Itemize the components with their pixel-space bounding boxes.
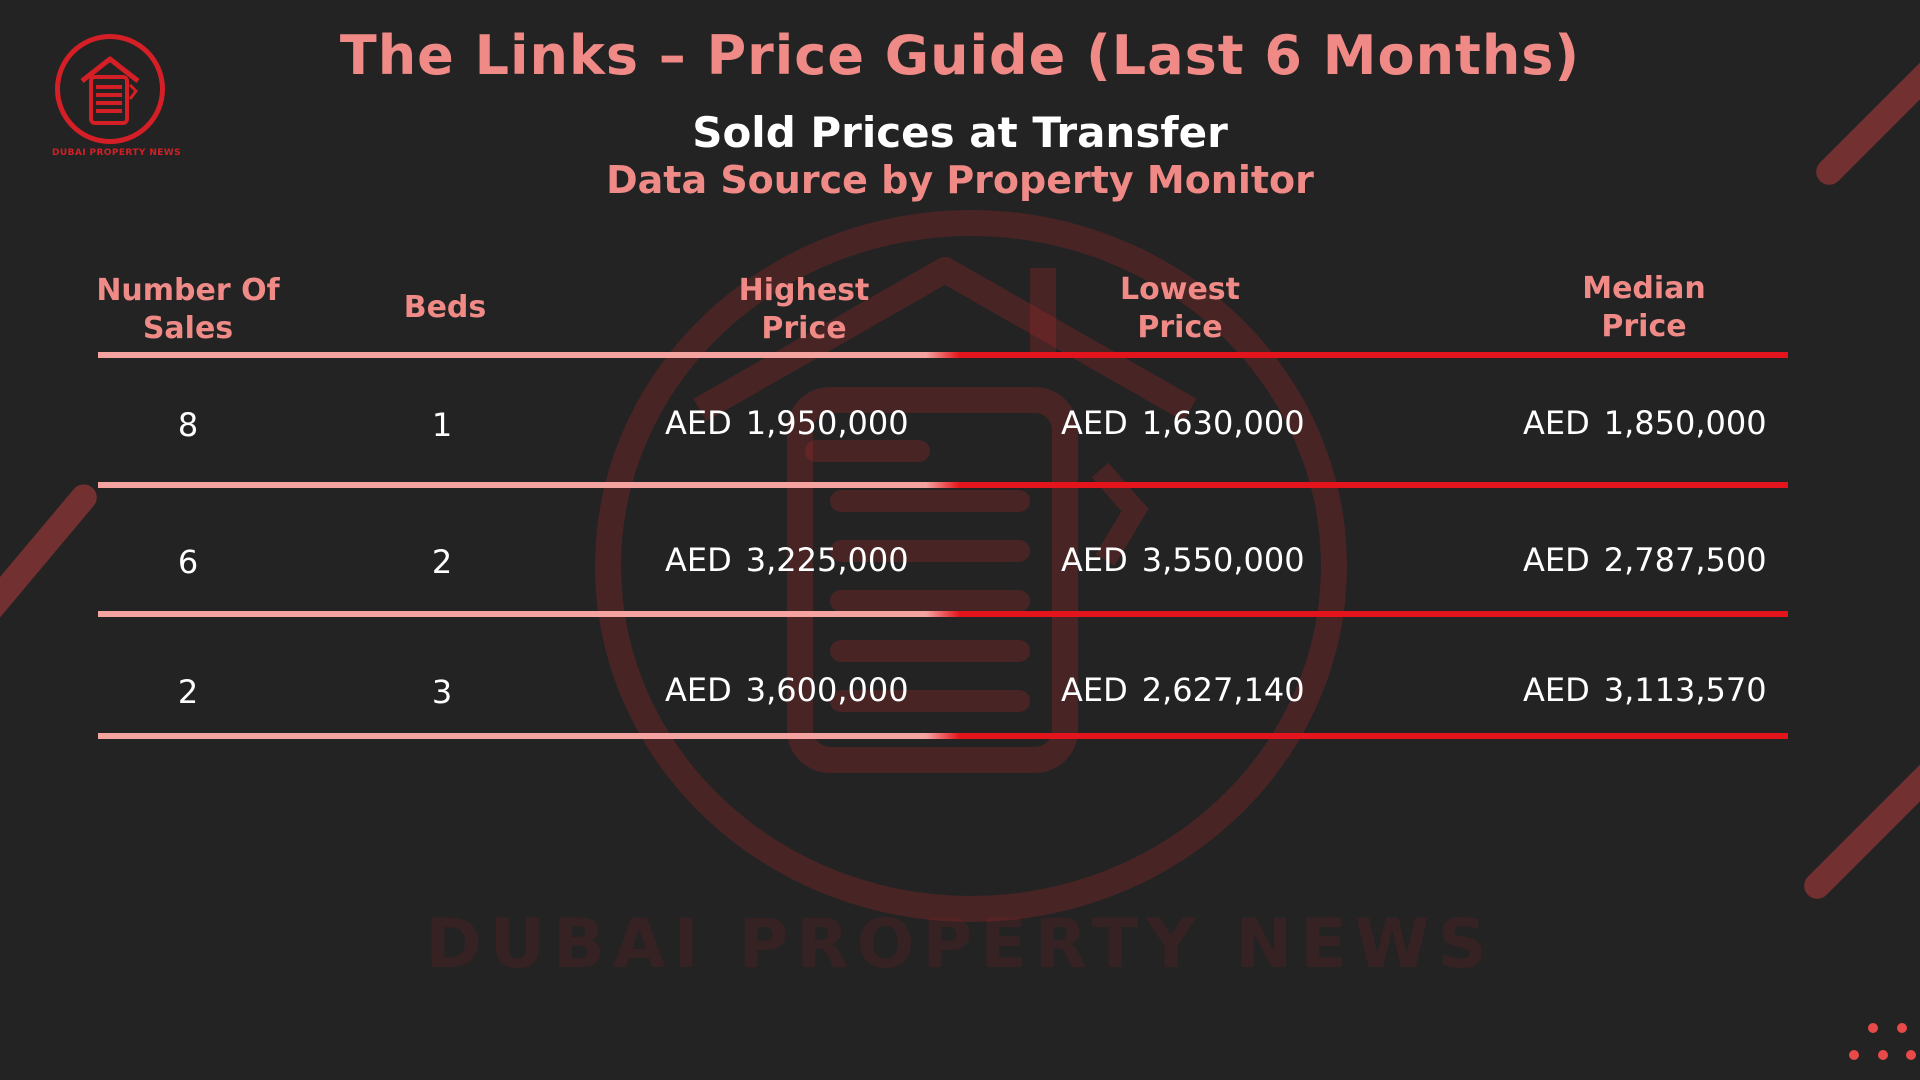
cell-sales: 8 [177, 406, 199, 444]
logo-ring [55, 34, 165, 144]
header-lowest-price: Lowest Price [1080, 271, 1280, 347]
header-number-of-sales: Number Of Sales [78, 272, 298, 348]
decorative-dot [1849, 1050, 1859, 1060]
page-subtitle: Sold Prices at Transfer [692, 108, 1228, 157]
header-line: Highest [738, 273, 870, 308]
house-document-icon [80, 56, 140, 125]
header-line: Price [1137, 310, 1223, 345]
cell-sales: 2 [177, 673, 199, 711]
price-value: 1,950,000 [745, 404, 909, 442]
currency-label: AED [1523, 404, 1590, 442]
currency-label: AED [665, 404, 732, 442]
decorative-dot [1897, 1023, 1907, 1033]
header-beds: Beds [365, 289, 525, 327]
header-line: Beds [403, 290, 487, 325]
price-value: 3,600,000 [745, 671, 909, 709]
currency-label: AED [1061, 404, 1128, 442]
cell-lowest-price: AED 1,630,000 [1061, 404, 1305, 442]
price-value: 3,550,000 [1141, 541, 1305, 579]
table-divider [98, 352, 1788, 358]
header-line: Lowest [1120, 272, 1240, 307]
cell-beds: 1 [431, 406, 453, 444]
header-line: Price [1601, 309, 1687, 344]
cell-beds: 2 [431, 543, 453, 581]
price-value: 1,630,000 [1141, 404, 1305, 442]
header-line: Price [761, 311, 847, 346]
data-source: Data Source by Property Monitor [606, 158, 1314, 202]
cell-median-price: AED 3,113,570 [1523, 671, 1767, 709]
cell-highest-price: AED 1,950,000 [665, 404, 909, 442]
page-title: The Links – Price Guide (Last 6 Months) [339, 24, 1581, 87]
cell-median-price: AED 2,787,500 [1523, 541, 1767, 579]
cell-lowest-price: AED 3,550,000 [1061, 541, 1305, 579]
decorative-dot [1878, 1050, 1888, 1060]
logo-text: DUBAI PROPERTY NEWS [52, 148, 182, 158]
table-divider [98, 482, 1788, 488]
price-value: 1,850,000 [1603, 404, 1767, 442]
table-divider [98, 611, 1788, 617]
cell-sales: 6 [177, 543, 199, 581]
cell-median-price: AED 1,850,000 [1523, 404, 1767, 442]
price-value: 2,627,140 [1141, 671, 1305, 709]
currency-label: AED [665, 671, 732, 709]
cell-beds: 3 [431, 673, 453, 711]
cell-lowest-price: AED 2,627,140 [1061, 671, 1305, 709]
table-divider [98, 733, 1788, 739]
header-line: Median [1582, 271, 1706, 306]
decorative-dot [1906, 1050, 1916, 1060]
header-line: Number Of [96, 273, 280, 308]
brand-logo: DUBAI PROPERTY NEWS [52, 34, 188, 158]
cell-highest-price: AED 3,600,000 [665, 671, 909, 709]
header-median-price: Median Price [1544, 270, 1744, 346]
price-value: 3,113,570 [1603, 671, 1767, 709]
decorative-dot [1868, 1023, 1878, 1033]
currency-label: AED [1523, 541, 1590, 579]
currency-label: AED [1061, 541, 1128, 579]
cell-highest-price: AED 3,225,000 [665, 541, 909, 579]
currency-label: AED [1061, 671, 1128, 709]
price-value: 2,787,500 [1603, 541, 1767, 579]
header-highest-price: Highest Price [704, 272, 904, 348]
currency-label: AED [1523, 671, 1590, 709]
currency-label: AED [665, 541, 732, 579]
watermark-text: DUBAI PROPERTY NEWS [425, 905, 1495, 984]
price-value: 3,225,000 [745, 541, 909, 579]
header-line: Sales [142, 311, 234, 346]
